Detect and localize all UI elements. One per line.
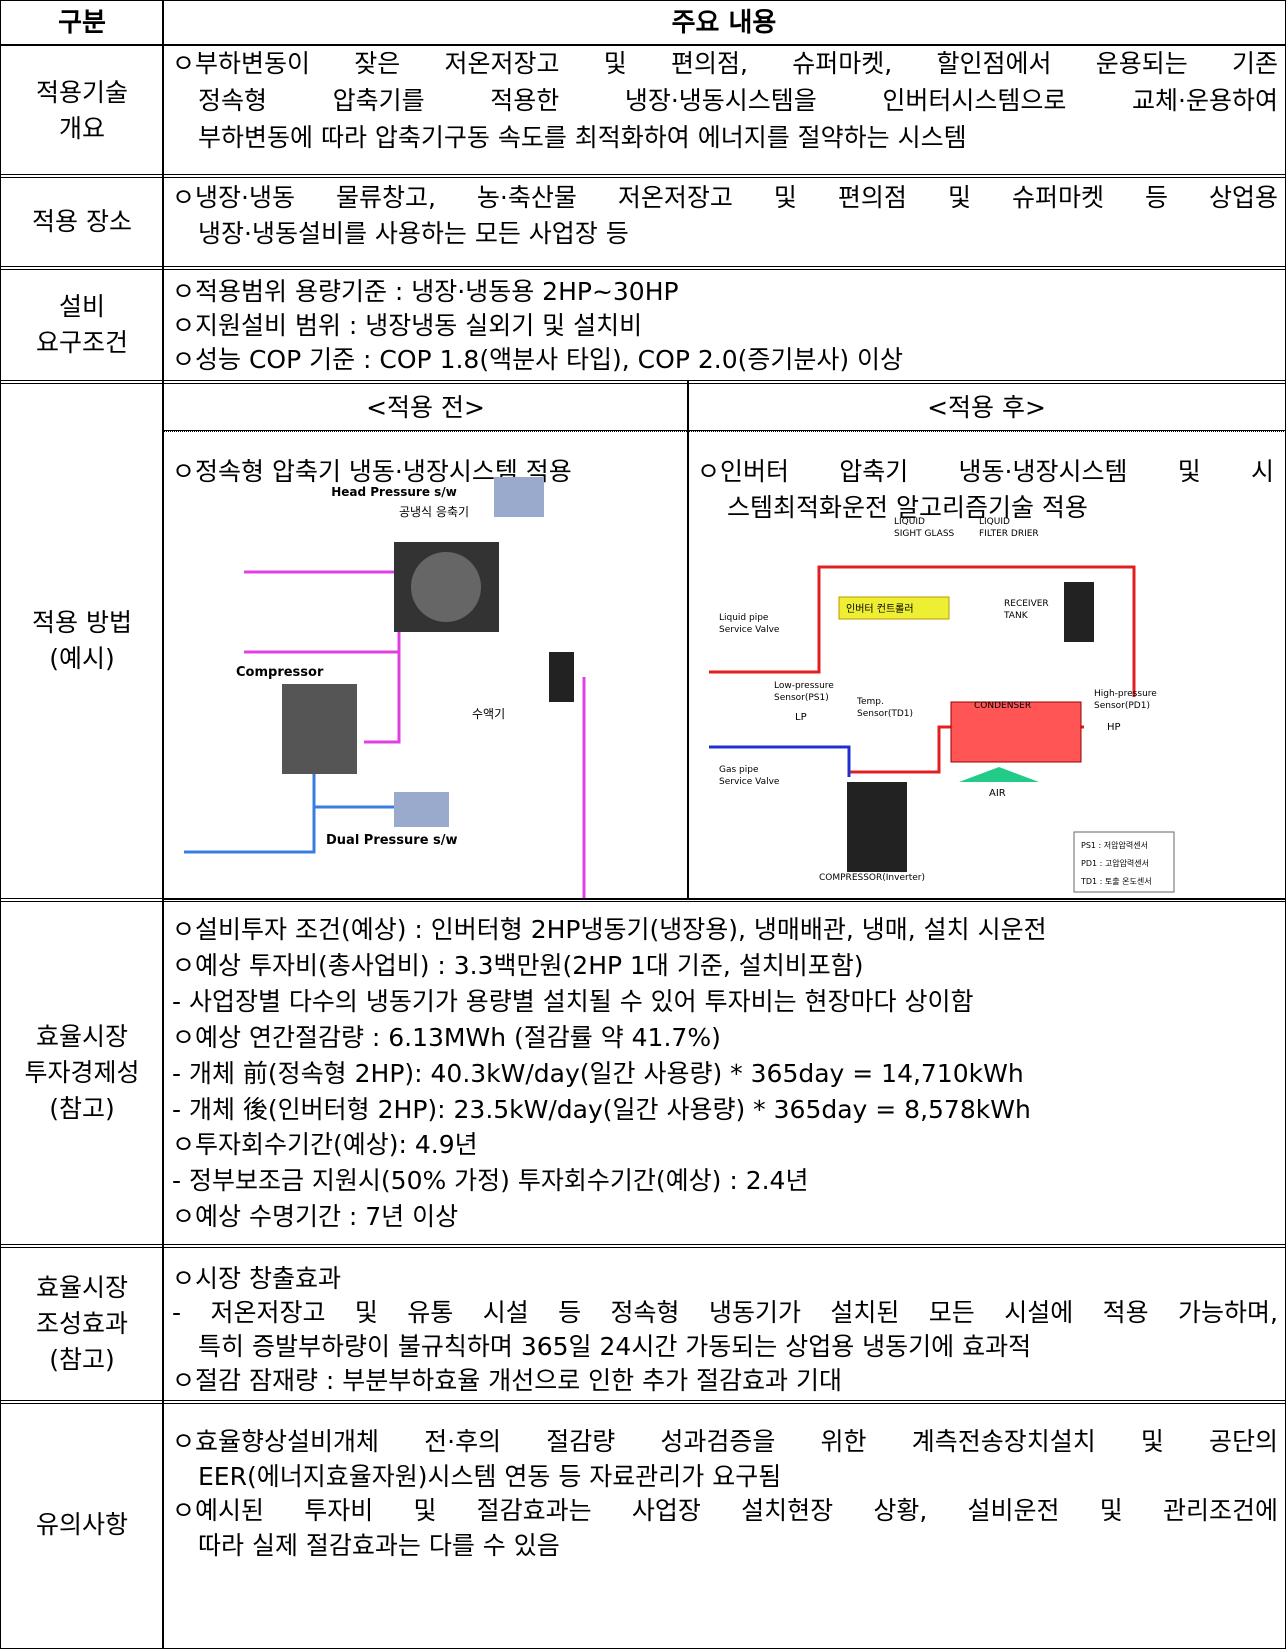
content-line: ㅇ예상 연간절감량 : 6.13MWh (절감률 약 41.7%) bbox=[172, 1022, 721, 1052]
label-text: (참고) bbox=[49, 1345, 115, 1374]
content-line: 특히 증발부하량이 불규칙하며 365일 24시간 가동되는 상업용 냉동기에 … bbox=[198, 1332, 1032, 1361]
label-text: 요구조건 bbox=[35, 328, 128, 357]
content-line: ㅇ절감 잠재량 : 부분부하효율 개선으로 인한 추가 절감효과 기대 bbox=[172, 1366, 842, 1395]
label-text: 적용기술 bbox=[35, 78, 128, 107]
label-text: 효율시장 bbox=[35, 1273, 128, 1302]
label-cell: 적용 장소 bbox=[0, 174, 164, 270]
sub-heading: <적용 후> bbox=[927, 393, 1046, 422]
diagram-after: LIQUID SIGHT GLASS LIQUID FILTER DRIER 인… bbox=[709, 517, 1175, 893]
content-line: 스템최적화운전 알고리즘기술 적용 bbox=[727, 493, 1088, 522]
diagram-label: High-pressure bbox=[1094, 689, 1157, 699]
label-text: 조성효과 bbox=[35, 1309, 128, 1338]
content-line: EER(에너지효율자원)시스템 연동 등 자료관리가 요구됨 bbox=[198, 1461, 782, 1491]
diagram-label: Compressor bbox=[236, 665, 324, 680]
label-text: 개요 bbox=[58, 114, 105, 143]
sub-heading-cell: <적용 후> bbox=[687, 380, 1286, 432]
diagram-label: LP bbox=[795, 712, 807, 723]
content-line: ㅇ지원설비 범위 : 냉장냉동 실외기 및 설치비 bbox=[172, 311, 643, 340]
diagram-label: COMPRESSOR(Inverter) bbox=[819, 873, 925, 883]
content-line: ㅇ시장 창출효과 bbox=[172, 1264, 341, 1293]
diagram-label: Head Pressure s/w bbox=[331, 485, 457, 499]
content-line: ㅇ예시된 투자비 및 절감효과는 사업장 설치현장 상황, 설비운전 및 관리조… bbox=[172, 1496, 1278, 1525]
content-line: ㅇ효율향상설비개체 전·후의 절감량 성과검증을 위한 계측전송장치설치 및 공… bbox=[172, 1427, 1278, 1456]
content-line: 부하변동에 따라 압축기구동 속도를 최적화하여 에너지를 절약하는 시스템 bbox=[198, 123, 967, 152]
label-text: 설비 bbox=[58, 292, 105, 321]
content-line: ㅇ설비투자 조건(예상) : 인버터형 2HP냉동기(냉장용), 냉매배관, 냉… bbox=[172, 915, 1047, 944]
content-line: 정속형 압축기를 적용한 냉장·냉동시스템을 인버터시스템으로 교체·운용하여 bbox=[198, 86, 1278, 115]
content-line: ㅇ부하변동이 잦은 저온저장고 및 편의점, 슈퍼마켓, 할인점에서 운용되는 … bbox=[172, 49, 1278, 78]
diagram-label: CONDENSER bbox=[974, 701, 1031, 711]
content-line: 냉장·냉동설비를 사용하는 모든 사업장 등 bbox=[198, 219, 629, 248]
diagram-label: HP bbox=[1107, 722, 1121, 733]
sub-heading: <적용 전> bbox=[366, 393, 485, 422]
diagram-label: SIGHT GLASS bbox=[894, 529, 955, 539]
diagram-label: 수액기 bbox=[472, 707, 505, 721]
diagram-label: Low-pressure bbox=[774, 681, 834, 691]
label-text: (참고) bbox=[49, 1094, 115, 1123]
diagram-label: Dual Pressure s/w bbox=[326, 833, 458, 848]
content-line: ㅇ투자회수기간(예상): 4.9년 bbox=[172, 1130, 478, 1160]
sub-cell bbox=[162, 430, 689, 900]
diagram-label: Service Valve bbox=[719, 625, 780, 635]
content-line: ㅇ예상 수명기간 : 7년 이상 bbox=[172, 1202, 459, 1232]
diagram-label: FILTER DRIER bbox=[979, 529, 1039, 539]
sub-heading-cell: <적용 전> bbox=[162, 380, 689, 432]
diagram-label: Sensor(PS1) bbox=[774, 693, 829, 703]
content-line: ㅇ예상 투자비(총사업비) : 3.3백만원(2HP 1대 기준, 설치비포함) bbox=[172, 950, 864, 980]
label-text: 유의사항 bbox=[35, 1509, 128, 1539]
diagram-label: TD1 : 토출 온도센서 bbox=[1080, 876, 1152, 886]
diagram-label: LIQUID bbox=[979, 517, 1010, 527]
header-text: 구분 bbox=[58, 8, 106, 38]
diagram-label: Gas pipe bbox=[719, 765, 759, 775]
diagram-label: AIR bbox=[989, 788, 1006, 799]
header-cell: 구분 bbox=[0, 0, 164, 46]
header-cell: 주요 내용 bbox=[162, 0, 1286, 46]
label-cell: 유의사항 bbox=[0, 1400, 164, 1649]
content-line: ㅇ적용범위 용량기준 : 냉장·냉동용 2HP~30HP bbox=[172, 277, 679, 306]
diagram-label: TANK bbox=[1003, 611, 1029, 621]
diagram-label: PS1 : 저압압력센서 bbox=[1081, 840, 1148, 850]
diagram-label: LIQUID bbox=[894, 517, 925, 527]
diagram-label: Sensor(PD1) bbox=[1094, 701, 1150, 711]
diagram-label: Sensor(TD1) bbox=[857, 709, 913, 719]
content-line: ㅇ인버터 압축기 냉동·냉장시스템 및 시 bbox=[697, 457, 1274, 486]
diagram-label: 인버터 컨트롤러 bbox=[846, 603, 914, 615]
content-line: ㅇ냉장·냉동 물류창고, 농·축산물 저온저장고 및 편의점 및 슈퍼마켓 등 … bbox=[172, 183, 1278, 212]
label-text: 적용 장소 bbox=[32, 207, 132, 236]
content-line: - 정부보조금 지원시(50% 가정) 투자회수기간(예상) : 2.4년 bbox=[172, 1166, 809, 1196]
content-line: - 개체 前(정속형 2HP): 40.3kW/day(일간 사용량) * 36… bbox=[172, 1058, 1024, 1088]
diagram-label: RECEIVER bbox=[1004, 599, 1049, 609]
content-line: ㅇ성능 COP 기준 : COP 1.8(액분사 타입), COP 2.0(증기… bbox=[172, 345, 904, 374]
content-line: - 저온저장고 및 유통 시설 등 정속형 냉동기가 설치된 모든 시설에 적용… bbox=[172, 1298, 1278, 1327]
content-line: - 사업장별 다수의 냉동기가 용량별 설치될 수 있어 투자비는 현장마다 상… bbox=[172, 986, 974, 1016]
label-cell: 적용 방법 (예시) bbox=[0, 380, 164, 902]
diagram-label: 공냉식 응축기 bbox=[399, 505, 469, 519]
label-text: (예시) bbox=[49, 644, 115, 673]
content-line: - 개체 後(인버터형 2HP): 23.5kW/day(일간 사용량) * 3… bbox=[172, 1094, 1031, 1124]
diagram-before: Head Pressure s/w 공냉식 응축기 Compressor 수액기… bbox=[184, 477, 586, 898]
label-text: 투자경제성 bbox=[24, 1058, 140, 1087]
diagram-label: Service Valve bbox=[719, 777, 780, 787]
diagram-label: Temp. bbox=[856, 697, 884, 707]
header-text: 주요 내용 bbox=[671, 8, 777, 38]
content-line: 따라 실제 절감효과는 다를 수 있음 bbox=[198, 1530, 560, 1560]
diagram-label: Liquid pipe bbox=[719, 613, 769, 623]
label-text: 효율시장 bbox=[35, 1022, 128, 1051]
label-text: 적용 방법 bbox=[32, 608, 132, 637]
diagram-label: PD1 : 고압압력센서 bbox=[1081, 858, 1149, 868]
